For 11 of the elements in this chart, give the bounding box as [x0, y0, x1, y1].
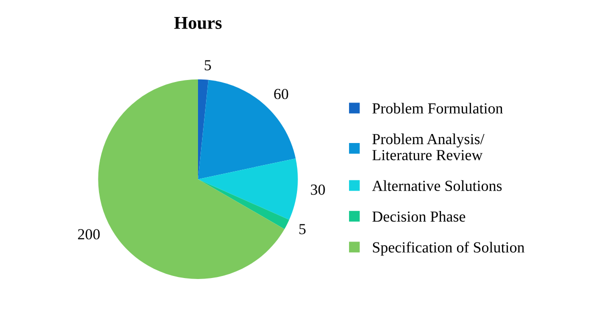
data-label: 5: [204, 60, 211, 70]
legend-label: Problem Formulation: [372, 102, 503, 114]
data-label: 60: [274, 88, 288, 100]
data-label: 200: [78, 229, 100, 240]
legend-label: Specification of Solution: [372, 242, 524, 256]
chart-title: Hours: [174, 16, 222, 30]
data-label: 30: [310, 184, 325, 195]
legend-label: Problem Analysis/ Literature Review: [372, 133, 484, 160]
data-label: 5: [299, 224, 306, 234]
legend-label: Decision Phase: [372, 211, 466, 222]
legend-label: Alternative Solutions: [372, 180, 502, 191]
